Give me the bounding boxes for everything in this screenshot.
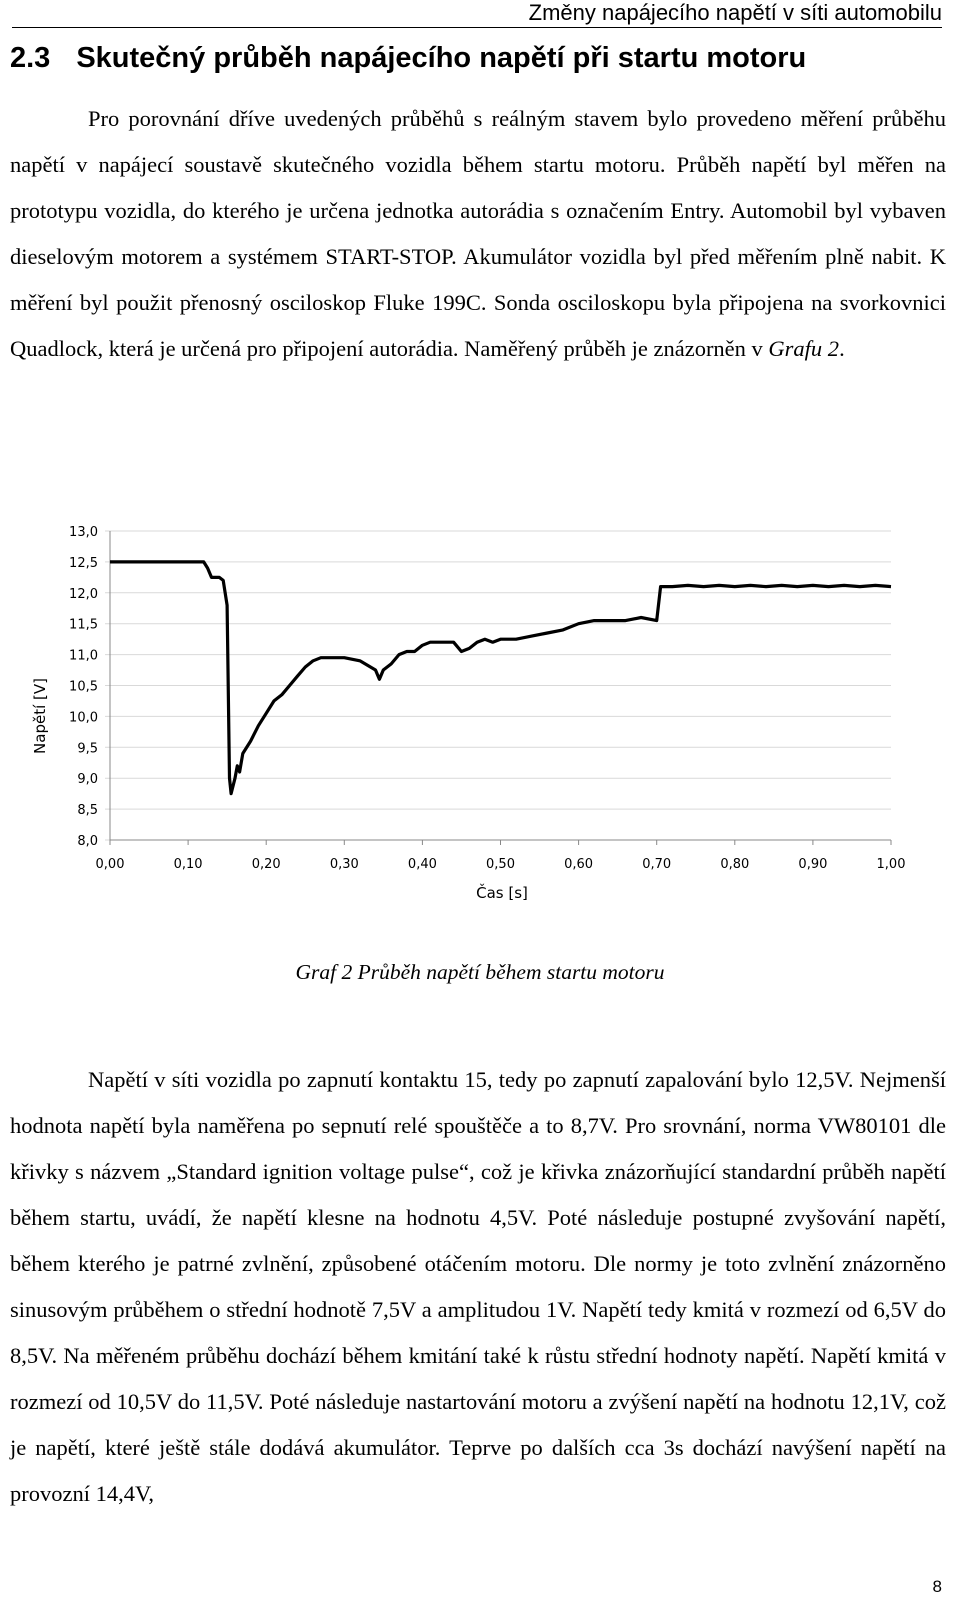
x-tick-label: 1,00 (877, 857, 906, 872)
chart-axes (109, 531, 892, 845)
x-tick-label: 0,00 (96, 857, 125, 872)
x-tick-label: 0,60 (564, 857, 593, 872)
paragraph-analysis: Napětí v síti vozidla po zapnutí kontakt… (10, 1067, 946, 1506)
y-tick-label: 8,5 (77, 803, 98, 818)
y-tick-label: 12,0 (69, 587, 98, 602)
x-tick-label: 0,20 (252, 857, 281, 872)
chart-gridlines (105, 530, 891, 841)
chart-series (110, 560, 892, 796)
section-heading: 2.3 Skutečný průběh napájecího napětí při… (10, 42, 806, 75)
x-tick-label: 0,70 (642, 857, 671, 872)
paragraph-intro: Pro porovnání dříve uvedených průběhů s … (10, 96, 946, 372)
running-header: Změny napájecího napětí v síti automobil… (12, 0, 942, 28)
figure-reference: Grafu 2 (768, 336, 840, 361)
voltage-chart: 13,0 12,5 12,0 11,5 11,0 10,5 10,0 9,5 9,0 8,5 8,0… (31, 525, 905, 902)
x-tick-label: 0,40 (408, 857, 437, 872)
y-tick-label: 11,5 (69, 618, 98, 633)
voltage-chart-figure: 13,0 12,5 12,0 11,5 11,0 10,5 10,0 9,5 9,0 8,5 8,0… (0, 520, 960, 920)
y-tick-label: 8,0 (77, 834, 98, 849)
x-tick-label: 0,10 (174, 857, 203, 872)
y-axis-label: Napětí [V] (31, 678, 49, 754)
x-tick-label: 0,90 (798, 857, 827, 872)
voltage-series-line (110, 560, 892, 796)
section-number: 2.3 (10, 42, 51, 74)
y-tick-label: 11,0 (69, 649, 98, 664)
x-tick-label: 0,50 (486, 857, 515, 872)
chart-tick-labels: 13,0 12,5 12,0 11,5 11,0 10,5 10,0 9,5 9,0 8,5 8,0… (69, 525, 905, 872)
y-tick-label: 12,5 (69, 556, 98, 571)
x-axis-label: Čas [s] (476, 883, 528, 902)
y-tick-label: 10,5 (69, 680, 98, 695)
section-title: Skutečný průběh napájecího napětí při st… (76, 42, 807, 74)
paragraph-intro-text: Pro porovnání dříve uvedených průběhů s … (10, 106, 946, 361)
y-tick-label: 13,0 (69, 525, 98, 540)
x-tick-label: 0,80 (720, 857, 749, 872)
x-tick-label: 0,30 (330, 857, 359, 872)
figure-caption: Graf 2 Průběh napětí během startu motoru (295, 960, 665, 984)
y-tick-label: 10,0 (69, 710, 98, 725)
paragraph-intro-end: . (839, 336, 845, 361)
y-tick-label: 9,5 (77, 741, 98, 756)
y-tick-label: 9,0 (77, 772, 98, 787)
page-number: 8 (932, 1577, 942, 1596)
